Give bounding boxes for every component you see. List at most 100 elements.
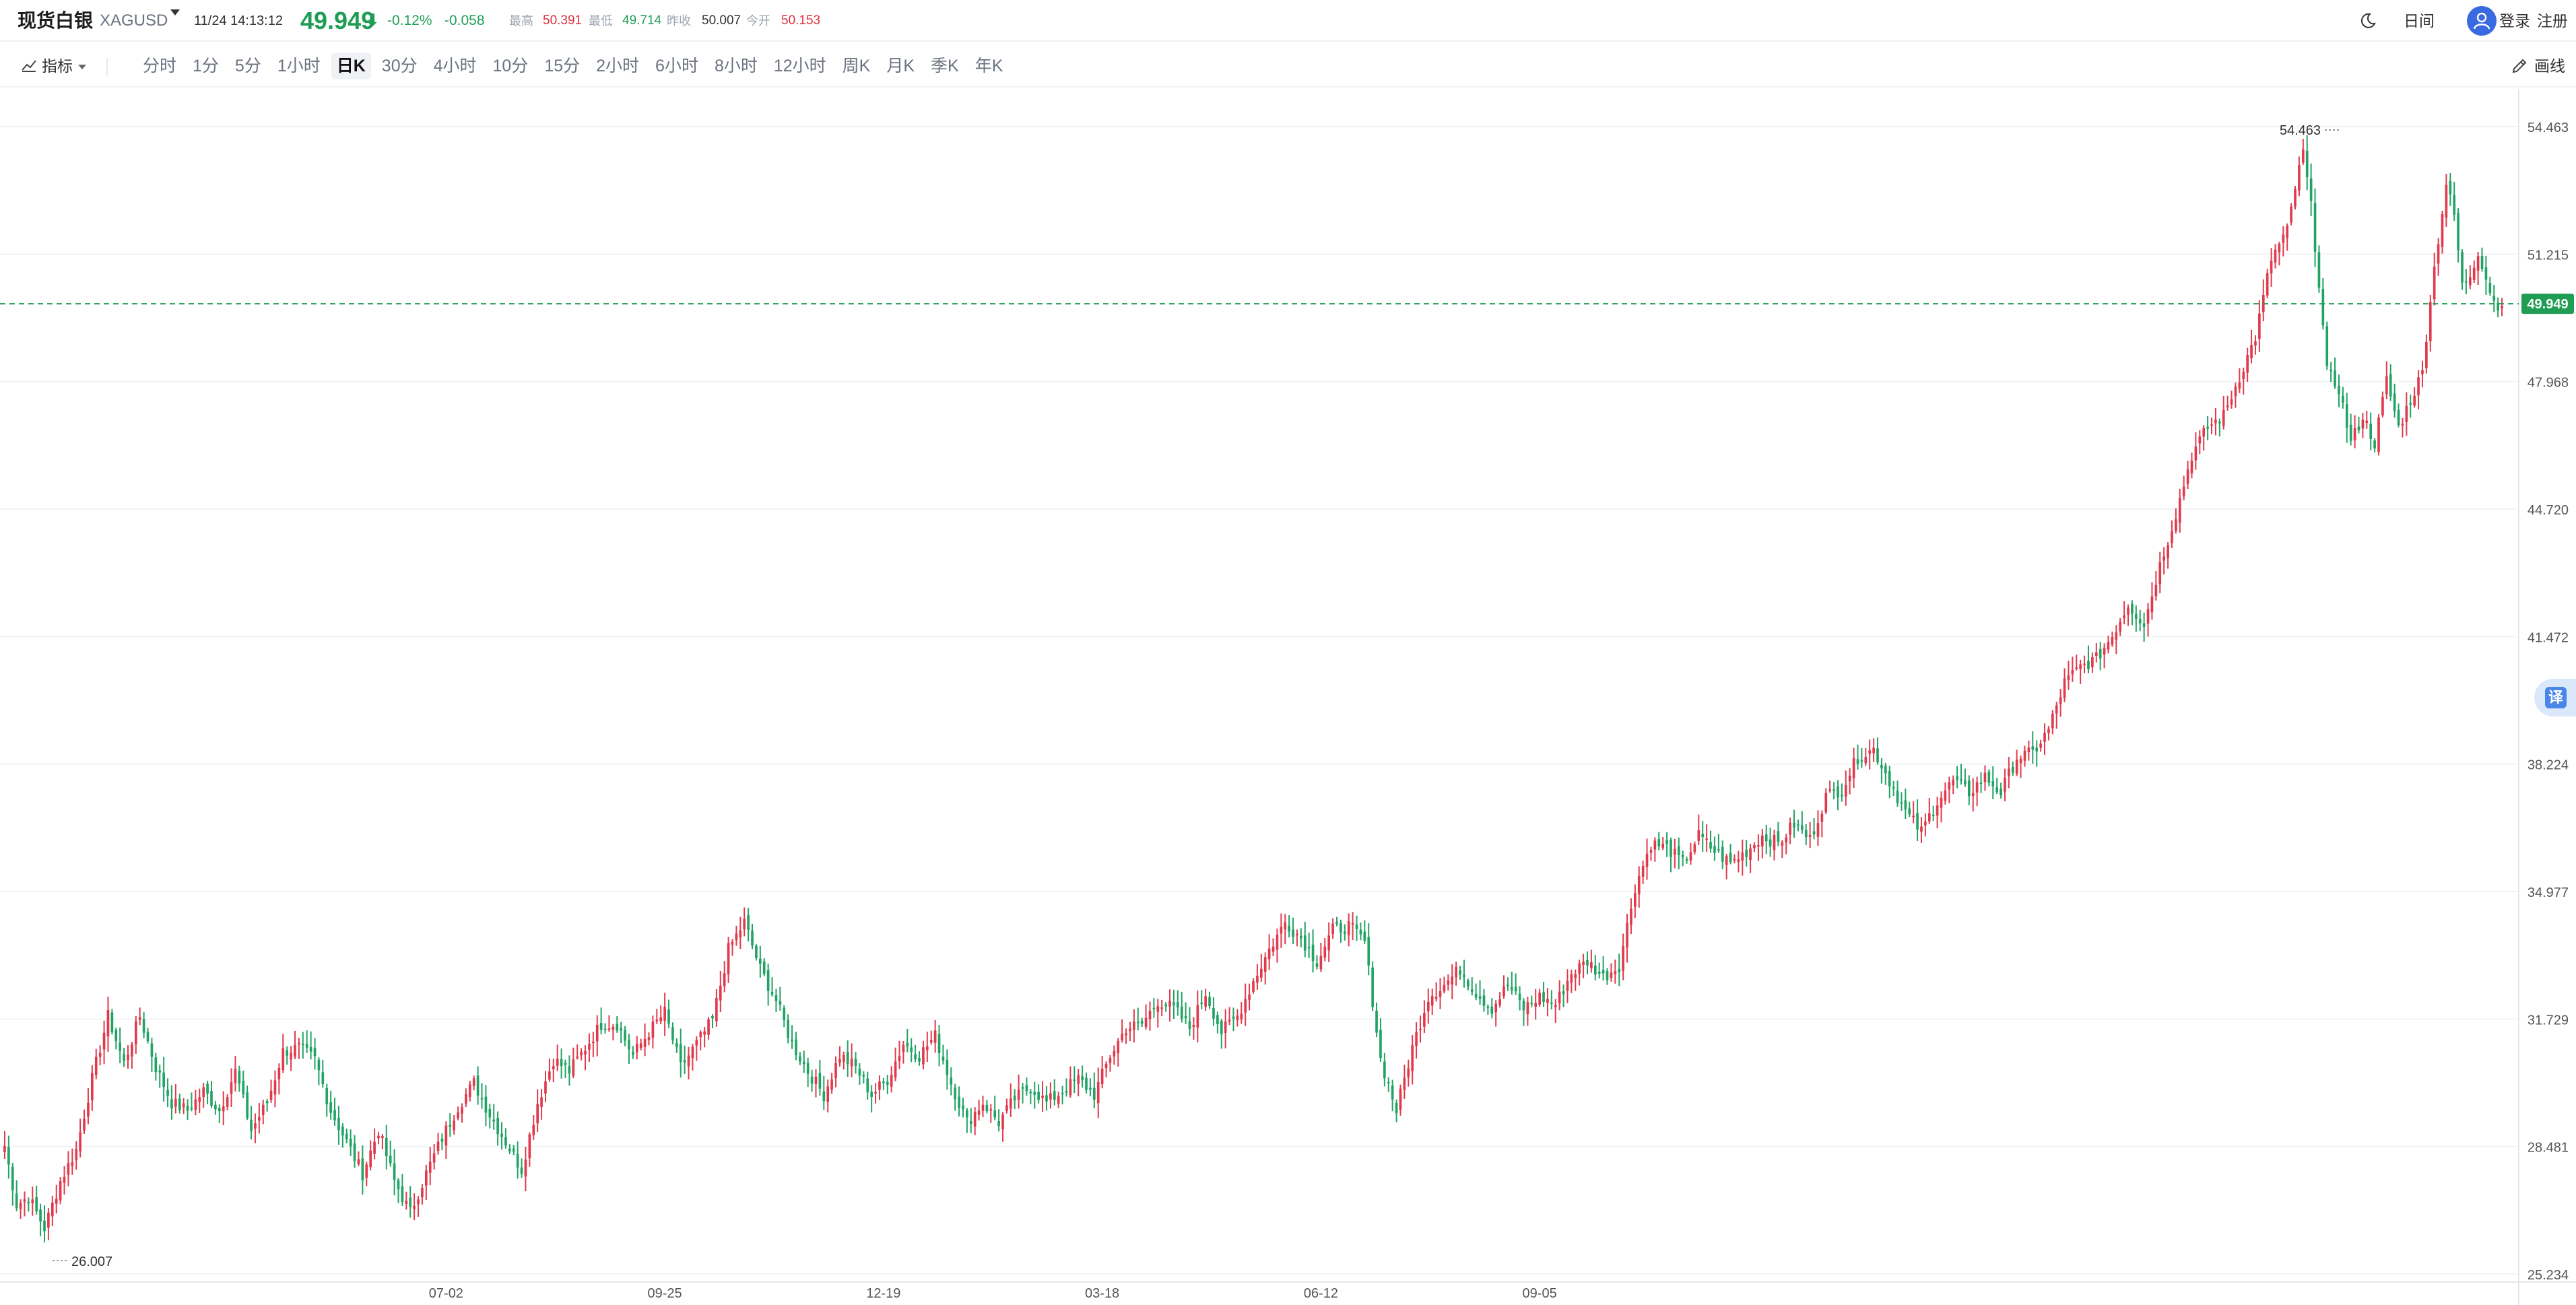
candle-body <box>683 1060 686 1063</box>
candle-body <box>2488 283 2492 294</box>
candle-body <box>2298 165 2301 191</box>
candle-body <box>2401 424 2404 426</box>
candle-body <box>858 1069 861 1076</box>
candle-body <box>1522 1001 1525 1011</box>
candle-body <box>1017 1090 1020 1100</box>
candle-body <box>612 1026 615 1030</box>
timeframe-tab[interactable]: 分时 <box>143 57 177 75</box>
candle-body <box>818 1073 822 1089</box>
candle-body <box>2234 386 2237 397</box>
candle-body <box>993 1110 997 1118</box>
candle-body <box>572 1059 575 1076</box>
candle-body <box>1824 793 1828 812</box>
candle-body <box>174 1098 177 1107</box>
candle-body <box>607 1028 611 1030</box>
candle-body <box>440 1138 444 1142</box>
timeframe-tab[interactable]: 1分 <box>193 57 219 75</box>
stat-prev-close-label: 昨收 <box>667 14 691 28</box>
candle-body <box>1546 999 1549 1003</box>
candle-body <box>134 1021 137 1044</box>
candle-body <box>98 1052 102 1057</box>
candle-body <box>1104 1063 1108 1069</box>
timeframe-tab[interactable]: 月K <box>886 57 915 75</box>
candle-body <box>2313 203 2317 252</box>
timeframe-tab[interactable]: 日K <box>331 53 371 79</box>
candle-body <box>313 1048 317 1057</box>
indicators-dropdown[interactable]: 指标 <box>22 55 86 77</box>
symbol-code[interactable]: XAGUSD <box>100 11 168 30</box>
candle-body <box>699 1032 702 1038</box>
timeframe-tab[interactable]: 30分 <box>381 57 418 75</box>
candle-body <box>1267 948 1271 960</box>
candle-body <box>2330 370 2332 372</box>
candle-body <box>432 1153 436 1163</box>
candle-body <box>1423 1013 1426 1027</box>
candle-body <box>282 1048 285 1071</box>
candle-body <box>1280 927 1283 934</box>
candle-body <box>397 1180 400 1190</box>
timeframe-tab[interactable]: 6小时 <box>655 57 698 75</box>
candle-body <box>1196 1005 1199 1028</box>
draw-line-button[interactable]: 画线 <box>2511 55 2565 77</box>
timeframe-tab[interactable]: 5分 <box>234 57 261 75</box>
candle-body <box>417 1199 420 1205</box>
candle-body <box>2270 261 2273 273</box>
candle-body <box>2111 637 2114 645</box>
candle-body <box>1303 935 1307 951</box>
candle-body <box>102 1032 106 1050</box>
candle-body <box>1073 1079 1076 1081</box>
candle-body <box>1653 840 1657 850</box>
candle-body <box>1144 1017 1148 1028</box>
candle-body <box>810 1076 814 1084</box>
moon-icon[interactable] <box>2359 12 2377 30</box>
timeframe-tab[interactable]: 4小时 <box>433 57 477 75</box>
candle-body <box>1538 993 1541 1005</box>
day-night-toggle[interactable]: 日间 <box>2404 12 2435 30</box>
user-avatar-icon[interactable] <box>2467 6 2497 36</box>
timeframe-tab[interactable]: 年K <box>975 57 1003 75</box>
candle-body <box>258 1117 261 1121</box>
candle-body <box>2123 615 2125 619</box>
timeframe-tab[interactable]: 12小时 <box>773 57 826 75</box>
candle-body <box>182 1103 185 1108</box>
candle-body <box>1801 825 1804 830</box>
candle-body <box>1967 780 1971 797</box>
candle-body <box>2008 768 2010 776</box>
candle-body <box>1960 779 1962 781</box>
draw-pen-icon <box>2512 59 2527 73</box>
candle-body <box>2290 206 2292 223</box>
timeframe-tab[interactable]: 季K <box>931 57 959 75</box>
candle-body <box>1434 997 1438 999</box>
candle-body <box>799 1056 801 1062</box>
price-tick-label: 44.720 <box>2528 503 2569 518</box>
candle-body <box>401 1186 404 1203</box>
translate-button[interactable]: 译 <box>2534 679 2576 716</box>
candle-body <box>222 1106 225 1112</box>
candle-body <box>1626 923 1628 948</box>
candle-body <box>250 1119 253 1131</box>
timeframe-tab[interactable]: 10分 <box>492 57 529 75</box>
price-axis[interactable]: 54.463 51.215 47.968 44.720 41.472 38.224 34.9… <box>2521 121 2574 1283</box>
candle-body <box>675 1042 678 1048</box>
candle-body <box>1140 1021 1144 1024</box>
candle-body <box>1113 1050 1116 1057</box>
symbol-name[interactable]: 现货白银 <box>18 10 94 31</box>
timeframe-tab[interactable]: 8小时 <box>714 57 758 75</box>
time-axis[interactable]: 07-02 09-25 12-19 03-18 06-12 09-05 <box>429 1286 1557 1301</box>
candlestick-chart[interactable]: 54.463 51.215 47.968 44.720 41.472 38.224 34.9… <box>0 89 2576 1305</box>
current-price-tag-label: 49.949 <box>2527 297 2568 312</box>
symbol-dropdown-caret-icon[interactable] <box>170 9 180 15</box>
register-link[interactable]: 注册 <box>2537 12 2568 30</box>
candle-body <box>1375 1010 1378 1033</box>
timeframe-tab[interactable]: 15分 <box>544 57 581 75</box>
login-link[interactable]: 登录 <box>2499 12 2530 30</box>
candle-body <box>265 1101 269 1104</box>
candle-body <box>906 1042 909 1047</box>
timeframe-tab[interactable]: 1小时 <box>277 57 321 75</box>
timeframe-tab[interactable]: 周K <box>842 57 871 75</box>
timeframe-tab[interactable]: 2小时 <box>596 57 640 75</box>
candle-body <box>1892 787 1895 789</box>
candle-body <box>1741 852 1744 861</box>
candle-body <box>444 1125 448 1146</box>
candle-body <box>2083 663 2086 665</box>
